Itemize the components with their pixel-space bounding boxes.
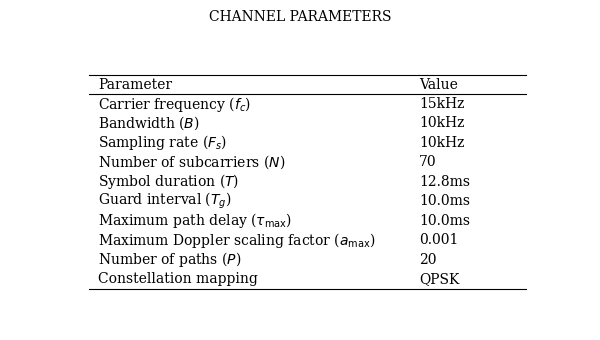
Text: 0.001: 0.001: [419, 233, 458, 247]
Text: Symbol duration ($T$): Symbol duration ($T$): [98, 172, 239, 191]
Text: Bandwidth ($B$): Bandwidth ($B$): [98, 115, 200, 132]
Text: Guard interval ($T_g$): Guard interval ($T_g$): [98, 191, 232, 211]
Text: Constellation mapping: Constellation mapping: [98, 272, 258, 286]
Text: 10kHz: 10kHz: [419, 136, 464, 150]
Text: 20: 20: [419, 253, 437, 267]
Text: Number of subcarriers ($N$): Number of subcarriers ($N$): [98, 154, 286, 171]
Text: Parameter: Parameter: [98, 78, 172, 91]
Text: 10.0ms: 10.0ms: [419, 194, 470, 208]
Text: 12.8ms: 12.8ms: [419, 175, 470, 189]
Text: Maximum Doppler scaling factor ($a_{\mathrm{max}}$): Maximum Doppler scaling factor ($a_{\mat…: [98, 231, 376, 250]
Text: Maximum path delay ($\tau_{\mathrm{max}}$): Maximum path delay ($\tau_{\mathrm{max}}…: [98, 211, 292, 230]
Text: 10.0ms: 10.0ms: [419, 214, 470, 228]
Text: Value: Value: [419, 78, 458, 91]
Text: QPSK: QPSK: [419, 272, 460, 286]
Text: CHANNEL PARAMETERS: CHANNEL PARAMETERS: [209, 10, 391, 24]
Text: 10kHz: 10kHz: [419, 117, 464, 131]
Text: Carrier frequency ($f_c$): Carrier frequency ($f_c$): [98, 95, 251, 114]
Text: 15kHz: 15kHz: [419, 97, 464, 111]
Text: Number of paths ($P$): Number of paths ($P$): [98, 250, 242, 269]
Text: Sampling rate ($F_s$): Sampling rate ($F_s$): [98, 133, 227, 152]
Text: 70: 70: [419, 155, 437, 169]
